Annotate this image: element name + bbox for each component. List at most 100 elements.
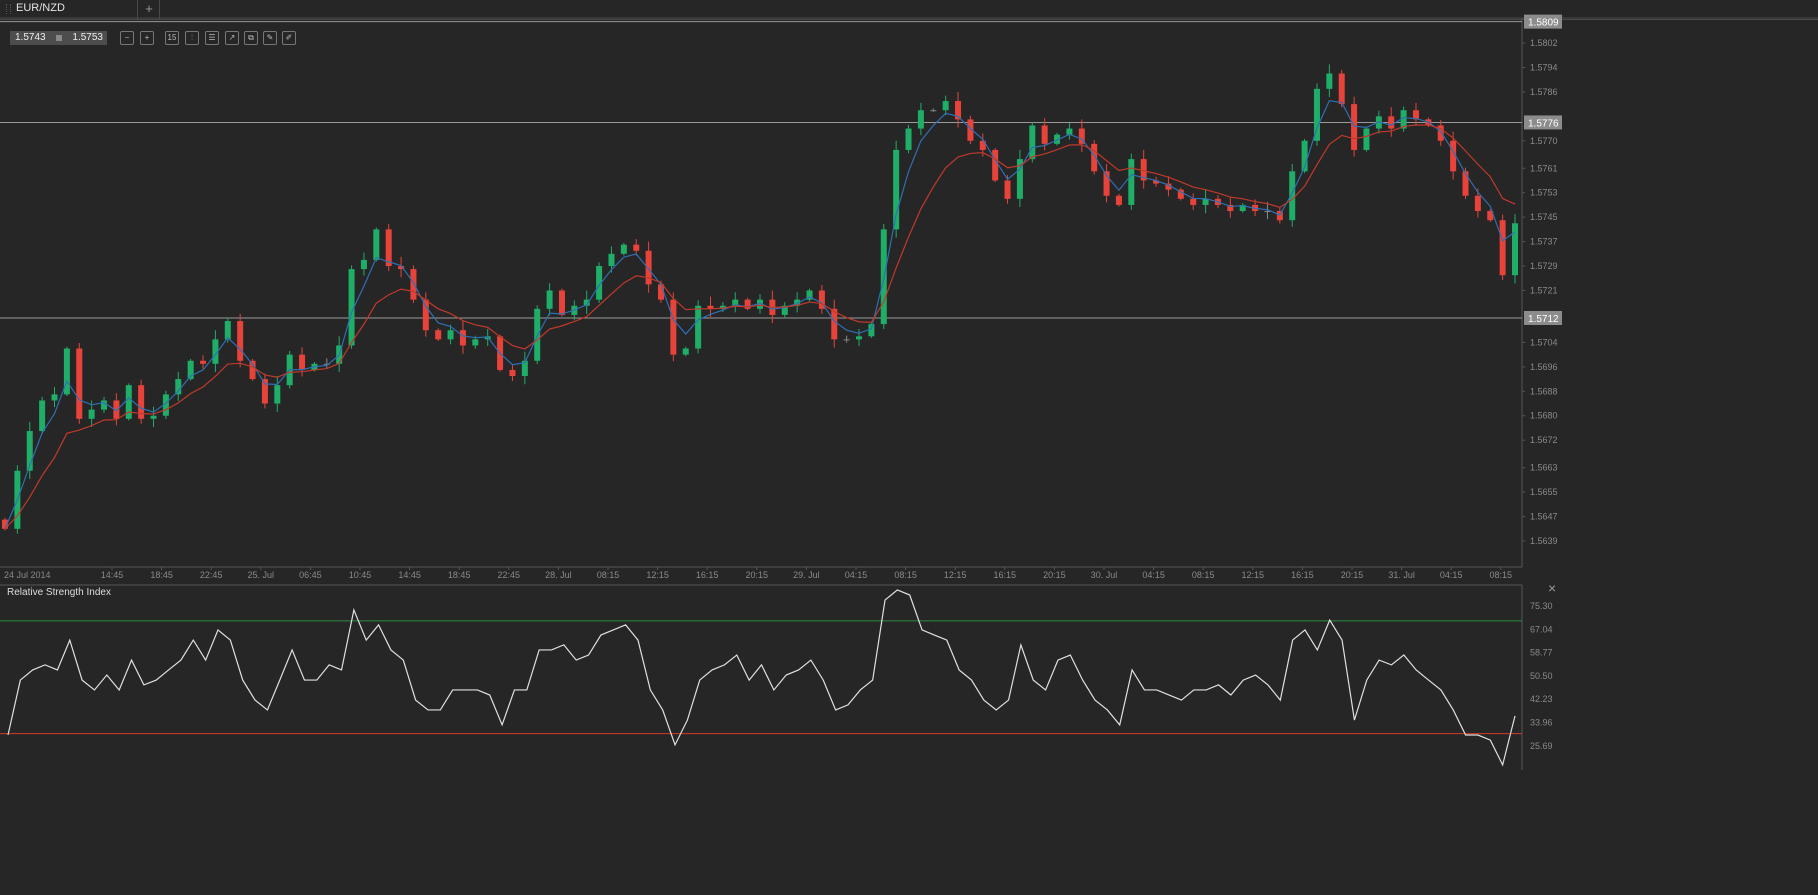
candle[interactable] (1202, 189, 1209, 214)
draw-icon[interactable]: ✎ (263, 31, 277, 45)
candle[interactable] (732, 292, 739, 313)
candle[interactable] (967, 115, 974, 145)
candle[interactable] (1190, 193, 1197, 210)
candle[interactable] (1165, 176, 1172, 197)
candle[interactable] (1326, 64, 1333, 98)
candle[interactable] (583, 290, 590, 315)
candle[interactable] (1388, 107, 1395, 137)
candle[interactable] (596, 262, 603, 303)
candle[interactable] (459, 321, 466, 354)
candle[interactable] (1140, 149, 1147, 189)
candle[interactable] (101, 396, 108, 413)
candle[interactable] (138, 379, 145, 424)
pencil-icon[interactable]: ✐ (282, 31, 296, 45)
candle[interactable] (905, 124, 912, 154)
candle[interactable] (150, 406, 157, 428)
candle[interactable] (744, 297, 751, 311)
candle[interactable] (1091, 140, 1098, 175)
candle[interactable] (385, 223, 392, 271)
candle[interactable] (398, 256, 405, 278)
indicators-icon[interactable]: ⫶ (185, 31, 199, 45)
candle[interactable] (373, 227, 380, 262)
candle[interactable] (224, 317, 231, 343)
candle[interactable] (348, 265, 355, 349)
candle[interactable] (162, 390, 169, 420)
candle[interactable] (1289, 163, 1296, 227)
bid-price[interactable]: 1.5743 (15, 32, 46, 43)
candle[interactable] (200, 355, 207, 369)
candle[interactable] (410, 265, 417, 303)
candle[interactable] (76, 343, 83, 424)
candle[interactable] (1115, 193, 1122, 207)
candle[interactable] (633, 239, 640, 256)
candle[interactable] (645, 241, 652, 293)
zoom-out-icon[interactable]: − (120, 31, 134, 45)
candle[interactable] (1412, 102, 1419, 126)
candle[interactable] (1437, 119, 1444, 146)
candle[interactable] (930, 108, 937, 112)
candle[interactable] (955, 91, 962, 128)
candle[interactable] (1363, 126, 1370, 152)
candle[interactable] (509, 364, 516, 381)
settings-sliders-icon[interactable]: ☰ (205, 31, 219, 45)
copy-icon[interactable]: ⧉ (244, 31, 258, 45)
candle[interactable] (51, 387, 58, 408)
candle[interactable] (992, 148, 999, 183)
ask-price[interactable]: 1.5753 (72, 32, 103, 43)
candle[interactable] (917, 102, 924, 136)
candle[interactable] (1029, 121, 1036, 163)
candle[interactable] (1227, 197, 1234, 218)
candle[interactable] (360, 252, 367, 276)
candle[interactable] (682, 346, 689, 357)
candle[interactable] (1313, 83, 1320, 146)
candle[interactable] (261, 373, 268, 409)
candle[interactable] (521, 351, 528, 385)
candle[interactable] (1264, 201, 1271, 220)
candle[interactable] (1512, 214, 1518, 284)
candle[interactable] (831, 299, 838, 348)
candle[interactable] (707, 296, 714, 318)
candle[interactable] (1400, 106, 1407, 132)
candle[interactable] (187, 358, 194, 381)
candle[interactable] (856, 328, 863, 346)
candle[interactable] (212, 330, 219, 373)
close-icon[interactable]: × (1548, 580, 1557, 596)
add-tab-button[interactable]: + (139, 0, 160, 19)
candle[interactable] (843, 335, 850, 343)
candle[interactable] (1054, 132, 1061, 146)
candle[interactable] (942, 95, 949, 116)
timeframe-icon[interactable]: 15 (165, 31, 179, 45)
tab-eur-nzd[interactable]: EUR/NZD (0, 0, 138, 19)
candle[interactable] (1016, 149, 1023, 208)
candle[interactable] (757, 294, 763, 314)
candle[interactable] (781, 302, 788, 319)
zoom-in-icon[interactable]: + (140, 31, 154, 45)
candle[interactable] (546, 283, 553, 316)
candle[interactable] (323, 358, 330, 369)
candle[interactable] (1078, 119, 1085, 153)
candle[interactable] (794, 292, 801, 313)
candle[interactable] (558, 288, 565, 317)
candle[interactable] (39, 396, 46, 435)
candle[interactable] (175, 371, 182, 401)
candle[interactable] (893, 140, 900, 238)
candle[interactable] (670, 292, 677, 362)
candle[interactable] (818, 284, 825, 314)
candle[interactable] (1153, 176, 1160, 187)
candle[interactable] (249, 358, 256, 381)
candle[interactable] (1177, 187, 1184, 201)
chart-type-icon[interactable]: ↗ (225, 31, 239, 45)
candle[interactable] (274, 376, 281, 412)
candle[interactable] (1487, 209, 1494, 222)
candle[interactable] (1066, 123, 1073, 140)
candle[interactable] (435, 328, 442, 342)
candle[interactable] (1338, 69, 1345, 108)
candle[interactable] (1128, 153, 1135, 210)
candle[interactable] (620, 242, 627, 256)
candle[interactable] (447, 324, 454, 345)
candle[interactable] (63, 346, 70, 397)
candle[interactable] (868, 322, 875, 338)
candle[interactable] (806, 288, 813, 302)
candle[interactable] (1474, 188, 1481, 218)
